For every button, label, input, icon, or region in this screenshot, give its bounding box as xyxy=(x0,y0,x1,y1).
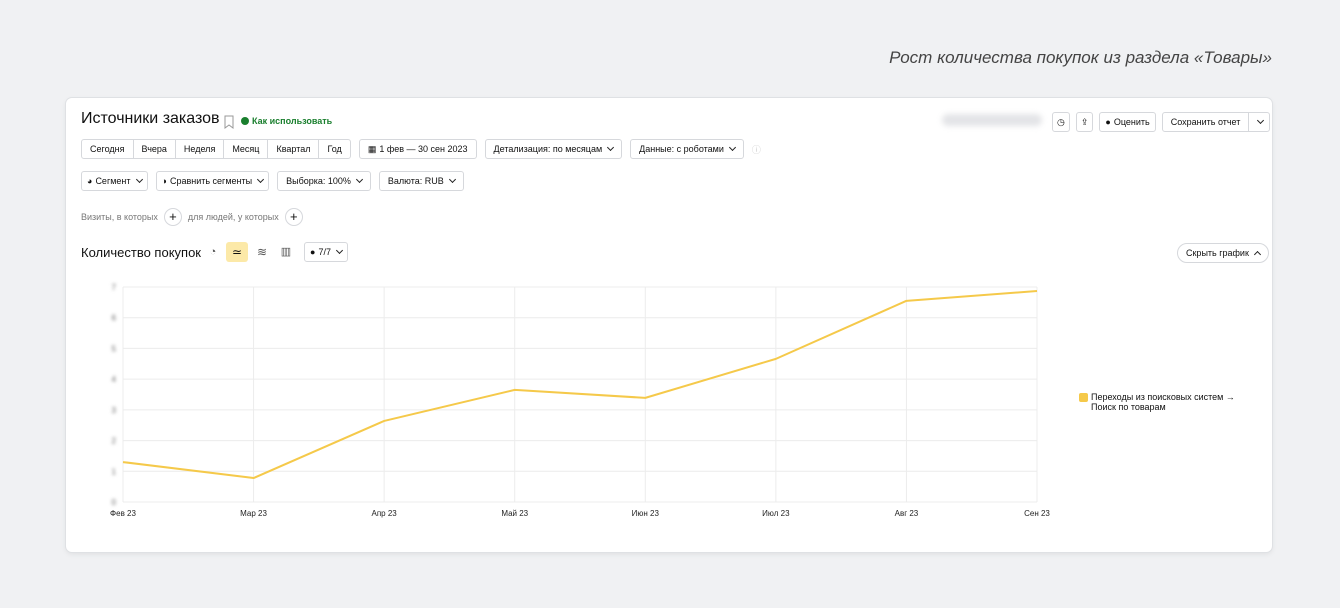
y-tick-label: 4 xyxy=(112,375,117,384)
blurred-account xyxy=(942,114,1042,126)
currency-label: Валюта: RUB xyxy=(387,176,444,186)
x-tick-label: Фев 23 xyxy=(110,509,136,518)
segment-button[interactable]: ◕ Сегмент xyxy=(81,171,148,191)
legend: Переходы из поисковых систем → Поиск по … xyxy=(1079,392,1259,412)
caption: Рост количества покупок из раздела «Това… xyxy=(889,48,1272,67)
x-tick-label: Июн 23 xyxy=(632,509,660,518)
detail-button[interactable]: Детализация: по месяцам xyxy=(484,139,623,159)
detail-label: Детализация: по месяцам xyxy=(493,144,603,154)
rate-button[interactable]: ● Оценить xyxy=(1099,112,1156,132)
history-button[interactable]: ◷ xyxy=(1052,112,1070,132)
export-button[interactable]: ⇪ xyxy=(1075,112,1094,132)
period-button[interactable]: Вчера xyxy=(132,139,176,159)
date-range: 1 фев — 30 сен 2023 xyxy=(379,144,468,154)
hint-icon: ⓘ xyxy=(751,144,761,155)
add-people-filter[interactable]: + xyxy=(284,208,303,226)
visits-label: Визиты, в которых xyxy=(81,212,158,222)
y-tick-label: 0 xyxy=(112,498,117,507)
y-tick-label: 5 xyxy=(112,344,117,353)
area-type[interactable]: ≋ xyxy=(256,245,268,259)
compare-button[interactable]: ◑ Сравнить сегменты xyxy=(155,171,270,191)
series-line xyxy=(122,289,1038,480)
top-actions: ◷ ⇪ ● Оценить Сохранить отчет xyxy=(1052,112,1271,132)
save-button[interactable]: Сохранить отчет xyxy=(1161,112,1250,132)
hide-chart-button[interactable]: Скрыть график xyxy=(1177,243,1269,263)
y-tick-label: 3 xyxy=(112,406,117,415)
period-group: Сегодня Вчера Неделя Месяц Квартал Год xyxy=(81,139,351,159)
date-range-button[interactable]: ▦ 1 фев — 30 сен 2023 xyxy=(358,139,477,159)
hide-chart-label: Скрыть график xyxy=(1186,248,1249,258)
period-button[interactable]: Год xyxy=(318,139,351,159)
bar-type[interactable]: ▥ xyxy=(280,246,292,258)
period-button[interactable]: Месяц xyxy=(223,139,269,159)
add-visit-filter[interactable]: + xyxy=(163,208,182,226)
y-tick-label: 2 xyxy=(112,437,117,446)
legend-checkbox[interactable] xyxy=(1079,393,1088,402)
currency-button[interactable]: Валюта: RUB xyxy=(378,171,464,191)
toolbar-2: ◕ Сегмент ◑ Сравнить сегменты Выборка: 100… xyxy=(81,171,464,191)
sample-button[interactable]: Выборка: 100% xyxy=(277,171,371,191)
x-tick-label: Июл 23 xyxy=(762,509,790,518)
filters-row: Визиты, в которых + для людей, у которых… xyxy=(81,208,303,226)
segment-label: Сегмент xyxy=(95,176,131,186)
save-menu[interactable] xyxy=(1248,112,1271,132)
people-label: для людей, у которых xyxy=(187,212,279,222)
help-link-wrap: Как использовать xyxy=(241,116,332,126)
y-tick-label: 6 xyxy=(112,314,117,323)
x-tick-label: Мар 23 xyxy=(240,509,267,518)
sample-label: Выборка: 100% xyxy=(286,176,351,186)
toolbar-1: Сегодня Вчера Неделя Месяц Квартал Год ▦ 1 фе… xyxy=(81,139,761,159)
report-title: Источники заказов xyxy=(81,110,220,127)
data-filter-label: Данные: с роботами xyxy=(639,144,724,154)
data-filter-button[interactable]: Данные: с роботами xyxy=(630,139,744,159)
chart-title: Количество покупок xyxy=(81,245,201,260)
legend-label: Переходы из поисковых систем → Поиск по … xyxy=(1091,392,1235,412)
x-tick-label: Авг 23 xyxy=(895,509,919,518)
save-group: Сохранить отчет xyxy=(1161,112,1271,132)
x-tick-label: Сен 23 xyxy=(1024,509,1050,518)
x-tick-label: Май 23 xyxy=(501,509,528,518)
y-tick-label: 7 xyxy=(112,283,117,292)
series-counter-button[interactable]: ● 7/7 xyxy=(304,242,348,262)
series-counter: 7/7 xyxy=(318,247,331,257)
pie-type[interactable]: ◔ xyxy=(209,246,217,258)
period-button[interactable]: Неделя xyxy=(174,139,225,159)
rate-label: Оценить xyxy=(1113,117,1150,127)
y-tick-label: 1 xyxy=(112,467,117,476)
compare-label: Сравнить сегменты xyxy=(169,176,253,186)
x-tick-label: Апр 23 xyxy=(372,509,398,518)
info-icon xyxy=(241,117,249,125)
chart-type-switch: ◔ ≃ ≋ ▥ ● 7/7 xyxy=(204,242,348,262)
line-type[interactable]: ≃ xyxy=(226,242,248,262)
help-link[interactable]: Как использовать xyxy=(252,116,333,126)
